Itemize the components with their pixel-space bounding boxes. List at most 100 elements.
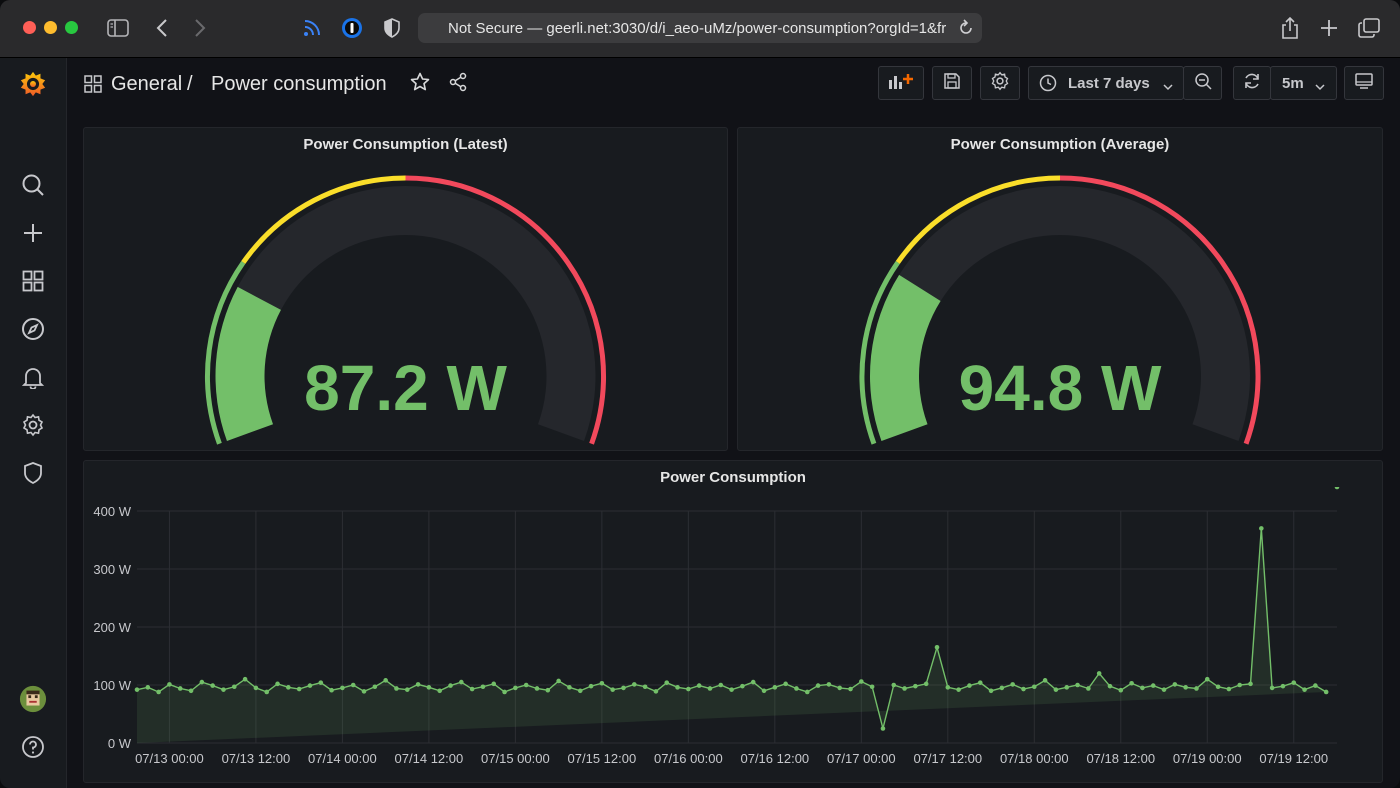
save-icon — [943, 72, 961, 94]
x-tick-label: 07/15 12:00 — [568, 751, 637, 766]
minimize-window-button[interactable] — [44, 21, 57, 34]
time-range-label: Last 7 days — [1068, 74, 1150, 92]
series-point — [1064, 685, 1070, 690]
rss-icon[interactable] — [299, 15, 325, 41]
series-point — [1237, 682, 1243, 688]
zoom-out-icon — [1194, 72, 1212, 94]
series-point — [1096, 671, 1102, 676]
series-point — [631, 682, 637, 687]
series-point — [350, 682, 356, 688]
alerting-bell-icon[interactable] — [19, 363, 47, 391]
cycle-view-mode-button[interactable] — [1344, 66, 1384, 100]
help-icon[interactable] — [19, 733, 47, 761]
tab-overview-icon[interactable] — [1356, 15, 1382, 41]
grafana-sidebar — [0, 58, 67, 788]
breadcrumb-folder[interactable]: General — [111, 73, 183, 95]
save-dashboard-button[interactable] — [932, 66, 972, 100]
x-tick-label: 07/17 00:00 — [827, 751, 896, 766]
dashboards-icon[interactable] — [19, 267, 47, 295]
shield-icon[interactable] — [379, 15, 405, 41]
close-window-button[interactable] — [23, 21, 36, 34]
timeseries-panel[interactable]: Power Consumption 0 W 100 W 200 W 300 W 400 … — [83, 460, 1383, 783]
series-point — [167, 682, 172, 687]
gauge-panel-average[interactable]: Power Consumption (Average) 94.8 W — [737, 127, 1383, 451]
gauge-threshold-arc — [859, 260, 900, 445]
grafana-logo-icon[interactable] — [19, 70, 47, 98]
gauge-panel-latest[interactable]: Power Consumption (Latest) 87.2 W — [83, 127, 728, 451]
series-point — [815, 683, 821, 688]
user-avatar[interactable] — [19, 685, 47, 713]
series-point — [426, 685, 432, 690]
refresh-interval-picker[interactable]: 5m — [1270, 66, 1337, 100]
series-point — [934, 645, 940, 650]
create-plus-icon[interactable] — [19, 219, 47, 247]
back-icon[interactable] — [149, 15, 175, 41]
series-point — [664, 680, 670, 685]
series-area — [137, 528, 1327, 743]
star-icon[interactable] — [410, 72, 430, 97]
page-title[interactable]: Power consumption — [211, 73, 387, 95]
series-point — [761, 688, 767, 694]
series-point — [513, 685, 518, 691]
search-icon[interactable] — [19, 171, 47, 199]
refresh-button[interactable] — [1233, 66, 1271, 100]
series-point — [556, 678, 561, 684]
sidebar-toggle-icon[interactable] — [105, 15, 131, 41]
series-point — [610, 687, 615, 692]
series-point — [1075, 682, 1080, 688]
zoom-window-button[interactable] — [65, 21, 78, 34]
configuration-gear-icon[interactable] — [19, 411, 47, 439]
password-manager-icon[interactable] — [339, 15, 365, 41]
gauge-threshold-arc — [895, 175, 1061, 264]
share-dashboard-icon[interactable] — [448, 72, 468, 97]
series-point — [231, 684, 237, 690]
series-point — [869, 684, 875, 690]
series-point — [1150, 683, 1156, 688]
x-tick-label: 07/17 12:00 — [913, 751, 982, 766]
explore-compass-icon[interactable] — [19, 315, 47, 343]
x-tick-label: 07/13 00:00 — [135, 751, 204, 766]
series-point — [588, 683, 594, 689]
y-tick-label: 300 W — [93, 562, 131, 577]
gauge-value-text: 94.8 W — [959, 352, 1162, 424]
series-point — [404, 687, 410, 692]
forward-icon[interactable] — [187, 15, 213, 41]
series-point — [210, 683, 215, 688]
share-icon[interactable] — [1277, 15, 1303, 41]
series-point — [1248, 681, 1253, 687]
series-point — [177, 686, 183, 691]
series-point — [296, 686, 302, 692]
new-tab-icon[interactable] — [1316, 15, 1342, 41]
server-admin-shield-icon[interactable] — [19, 459, 47, 487]
address-bar[interactable]: Not Secure — geerli.net:3030/d/i_aeo-uMz… — [418, 13, 982, 43]
panel-title[interactable]: Power Consumption — [660, 469, 806, 486]
panel-title[interactable]: Power Consumption (Average) — [950, 136, 1170, 153]
add-panel-button[interactable] — [878, 66, 924, 100]
series-point — [783, 681, 788, 687]
timeseries-chart[interactable]: 0 W 100 W 200 W 300 W 400 W 07/13 00:00 07/13 … — [84, 487, 1382, 783]
series-point — [275, 681, 280, 687]
series-point — [448, 683, 453, 688]
x-tick-label: 07/14 00:00 — [308, 751, 377, 766]
series-point — [502, 689, 507, 695]
series-point — [837, 685, 843, 691]
clock-icon — [1039, 74, 1057, 92]
dashboard-settings-button[interactable] — [980, 66, 1020, 100]
zoom-out-button[interactable] — [1183, 66, 1222, 100]
series-point — [696, 683, 702, 688]
url-text: Not Secure — geerli.net:3030/d/i_aeo-uMz… — [448, 20, 947, 37]
time-range-picker[interactable]: Last 7 days — [1028, 66, 1184, 100]
series-point — [1031, 684, 1037, 690]
series-point — [372, 684, 378, 690]
series-point — [253, 685, 259, 691]
series-point — [221, 687, 226, 692]
panel-title[interactable]: Power Consumption (Latest) — [303, 136, 508, 153]
series-point — [848, 686, 853, 692]
y-tick-label: 200 W — [93, 620, 131, 635]
series-point — [880, 726, 886, 731]
x-tick-label: 07/18 00:00 — [1000, 751, 1069, 766]
series-point — [913, 683, 918, 689]
reload-icon[interactable] — [958, 19, 974, 42]
series-point — [977, 680, 983, 685]
series-point — [1021, 686, 1026, 692]
